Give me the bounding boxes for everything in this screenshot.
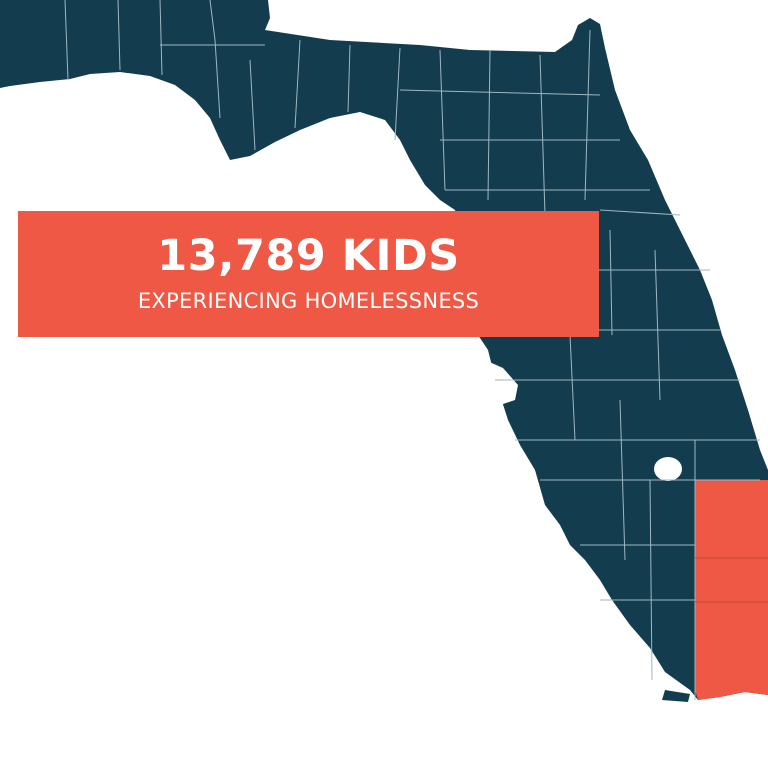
county-borders [64,0,760,700]
highlight-county-broward [695,558,768,602]
highlight-county-miami-dade [695,602,768,700]
lake-shape [654,457,682,481]
stat-banner: 13,789 KIDS EXPERIENCING HOMELESSNESS [18,211,599,337]
keys-shape [662,690,690,702]
bay-cutout [485,360,518,405]
subline-caption: EXPERIENCING HOMELESSNESS [137,289,480,313]
highlight-borders [695,557,768,603]
highlight-county-palm-beach [695,480,768,558]
headline-stat: 13,789 KIDS [157,231,460,281]
florida-state-shape [0,0,768,700]
banner-background [18,211,599,337]
